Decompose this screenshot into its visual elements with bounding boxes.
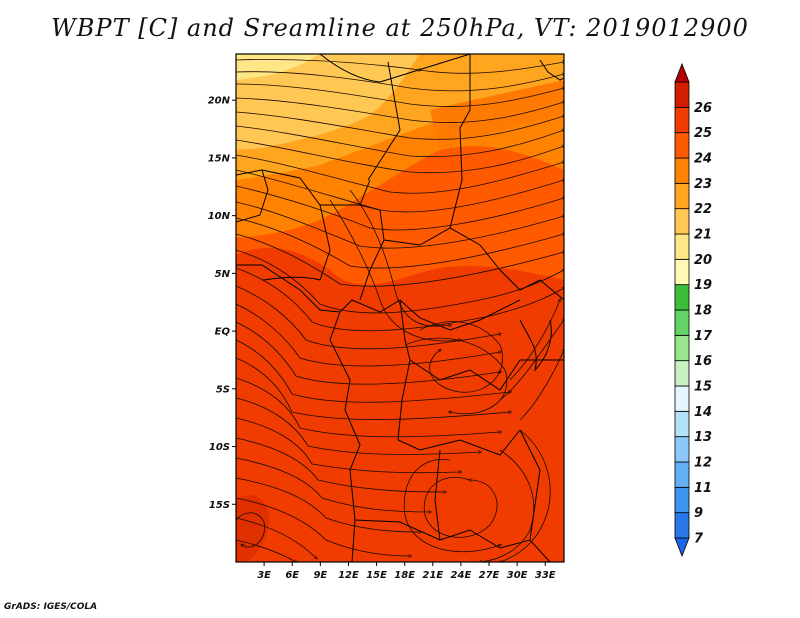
map-plot-area <box>236 54 564 562</box>
colorbar-level-label: 24 <box>694 152 712 167</box>
colorbar-level-label: 26 <box>694 101 712 116</box>
lon-tick-label: 30E <box>507 570 528 581</box>
lat-tick-label: 15N <box>208 153 231 164</box>
colorbar-level-label: 21 <box>694 228 712 243</box>
lon-tick-label: 9E <box>313 570 327 581</box>
wbpt-fill-25 <box>236 54 420 150</box>
colorbar-swatch <box>674 284 690 311</box>
colorbar-level-label: 17 <box>694 329 713 344</box>
colorbar-level-label: 12 <box>694 456 712 471</box>
colorbar-swatch <box>674 360 690 387</box>
wbpt-fill-26 <box>236 54 320 80</box>
colorbar-swatch <box>674 486 690 514</box>
colorbar-level-label: 11 <box>694 481 712 496</box>
lat-tick-label: 10N <box>208 211 231 222</box>
colorbar-level-label: 7 <box>694 532 704 547</box>
colorbar-level-label: 18 <box>694 304 712 319</box>
colorbar-level-label: 13 <box>694 430 712 445</box>
colorbar-swatch <box>674 132 690 159</box>
lon-tick-label: 18E <box>394 570 415 581</box>
colorbar-swatch <box>674 106 690 134</box>
longitude-axis: 3E 6E 9E 12E 15E 18E 21E 24E 27E 30E 33E <box>257 562 556 581</box>
grads-credit: GrADS: IGES/COLA <box>4 602 98 612</box>
streamlines <box>236 59 564 562</box>
colorbar-level-label: 9 <box>694 506 703 521</box>
colorbar-swatch <box>674 182 690 210</box>
wbpt-fill-orange-tongue <box>430 80 564 150</box>
lon-tick-label: 27E <box>479 570 500 581</box>
colorbar-swatch <box>674 309 690 336</box>
map-title: WBPT [C] and Sreamline at 250hPa, VT: 20… <box>51 14 749 42</box>
colorbar-level-label: 19 <box>694 278 712 293</box>
colorbar-swatch <box>674 157 690 184</box>
colorbar-level-label: 15 <box>694 380 712 395</box>
colorbar-swatch <box>674 258 690 286</box>
map-frame <box>235 53 565 563</box>
colorbar-swatch <box>674 334 690 362</box>
colorbar-swatch <box>674 81 690 108</box>
colorbar-swatch <box>674 512 690 539</box>
lat-tick-label: 5S <box>216 384 230 395</box>
colorbar-swatch <box>674 385 690 412</box>
lat-tick-label: 10S <box>209 442 230 453</box>
colorbar-arrow-low <box>674 537 690 558</box>
colorbar-swatch <box>674 410 690 438</box>
colorbar-swatch <box>674 436 690 463</box>
lon-tick-label: 3E <box>257 570 271 581</box>
lat-tick-label: 5N <box>215 269 231 280</box>
colorbar-level-label: 20 <box>694 253 712 268</box>
colorbar-level-label: 16 <box>694 354 712 369</box>
colorbar-arrow-high <box>674 62 690 83</box>
lat-tick-label: 20N <box>208 96 231 107</box>
colorbar: 7 9 11 12 13 14 15 16 17 18 19 20 21 22 23 24 25 26 <box>674 62 713 558</box>
lon-tick-label: 21E <box>422 570 443 581</box>
lon-tick-label: 12E <box>338 570 359 581</box>
colorbar-level-label: 22 <box>694 202 712 217</box>
colorbar-level-label: 14 <box>694 405 712 420</box>
colorbar-level-label: 25 <box>694 126 712 141</box>
colorbar-swatch <box>674 233 690 260</box>
lat-tick-label: 15S <box>209 500 230 511</box>
colorbar-swatch <box>674 461 690 488</box>
lon-tick-label: 33E <box>535 570 556 581</box>
colorbar-level-label: 23 <box>694 177 712 192</box>
lon-tick-label: 6E <box>285 570 299 581</box>
lat-tick-label: EQ <box>215 327 231 338</box>
latitude-axis: 20N 15N 10N 5N EQ 5S 10S 15S <box>208 96 236 511</box>
colorbar-swatch <box>674 208 690 235</box>
lon-tick-label: 15E <box>366 570 387 581</box>
lon-tick-label: 24E <box>451 570 472 581</box>
